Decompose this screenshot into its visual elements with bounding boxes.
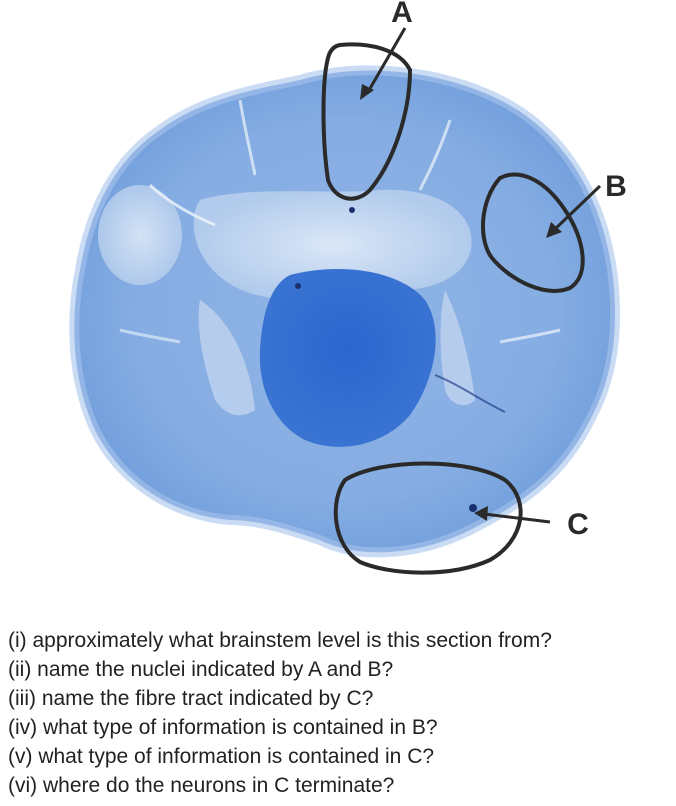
arrow-b-line	[552, 184, 602, 232]
label-b: B	[605, 170, 627, 203]
question-6: (vi) where do the neurons in C terminate…	[8, 774, 395, 797]
dark-spot	[349, 207, 355, 213]
fiber-strand	[418, 119, 452, 191]
pale-right-band	[440, 290, 475, 406]
pale-central-region	[193, 189, 472, 300]
question-list: (i) approximately what brainstem level i…	[8, 626, 672, 800]
fiber-strand	[434, 374, 506, 413]
question-1: (i) approximately what brainstem level i…	[8, 629, 552, 652]
dark-central-mass	[259, 268, 436, 447]
region-a-outline	[321, 42, 413, 201]
arrow-b-head	[546, 222, 562, 238]
fiber-strand	[119, 328, 181, 344]
fiber-strand	[499, 328, 561, 344]
arrow-a-head	[360, 84, 374, 100]
region-c-dark-spot	[469, 504, 477, 512]
pale-left-nucleus	[98, 185, 182, 285]
fiber-strand	[238, 99, 257, 176]
brainstem-section-figure: A B C	[69, 0, 627, 575]
tissue-rim	[69, 65, 621, 558]
pale-left-band	[198, 300, 255, 416]
arrow-a-line	[366, 27, 407, 93]
question-2: (ii) name the nuclei indicated by A and …	[8, 658, 394, 681]
question-4: (iv) what type of information is contain…	[8, 716, 438, 739]
label-a: A	[391, 0, 413, 29]
region-b-outline	[481, 172, 585, 293]
arrow-c-line	[483, 512, 551, 524]
question-3: (iii) name the fibre tract indicated by …	[8, 687, 374, 710]
question-5: (v) what type of information is containe…	[8, 745, 435, 768]
fiber-strand	[148, 183, 216, 227]
arrow-c-head	[474, 506, 488, 521]
label-c: C	[567, 508, 589, 541]
region-c-outline	[333, 461, 523, 575]
dark-spot	[295, 283, 301, 289]
